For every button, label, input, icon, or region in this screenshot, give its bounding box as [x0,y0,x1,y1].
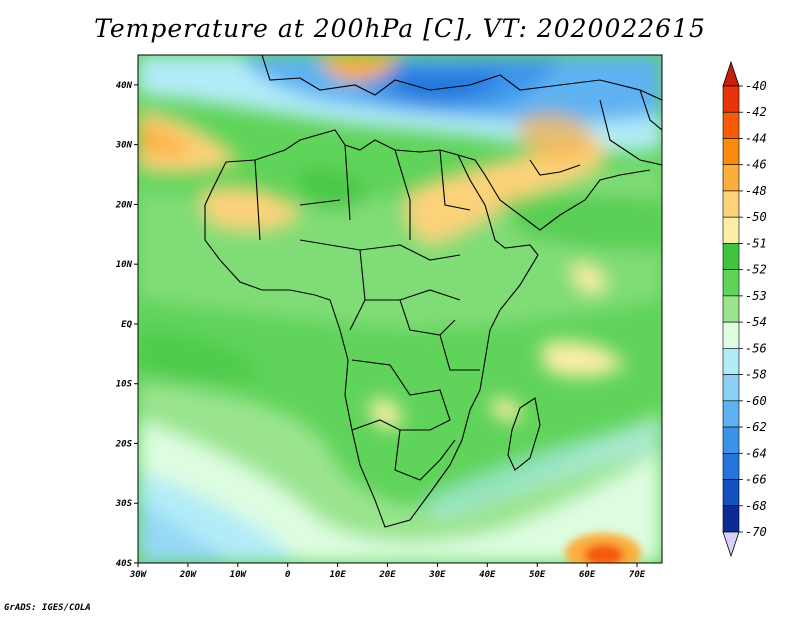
colorbar-label: -58 [745,368,767,382]
colorbar-swatch [722,243,740,270]
colorbar-label: -68 [745,499,767,513]
temperature-field [138,55,662,563]
lon-tick-label: 20W [179,570,198,580]
colorbar-swatch [722,505,740,533]
colorbar-label: -66 [745,473,767,487]
colorbar-label: -40 [745,79,767,93]
longitude-ticks: 30W 20W 10W 0 10E 20E 30E 40E 50E 60E 70E [129,563,646,580]
colorbar-bottom-cap [722,531,740,558]
lat-tick-label: 20S [115,439,133,449]
lon-tick-label: 70E [629,570,646,580]
colorbar-swatch [722,479,740,507]
lon-tick-label: 30W [129,570,148,580]
colorbar-swatch [722,216,740,244]
colorbar-label: -60 [745,394,767,408]
lat-tick-label: EQ [121,320,132,330]
lon-tick-label: 0 [285,570,291,580]
colorbar-swatch [722,85,740,113]
lat-tick-label: 10S [116,380,133,390]
lat-tick-label: 30S [115,499,133,509]
lon-tick-label: 10W [230,570,248,580]
colorbar-swatch [722,190,740,218]
colorbar-swatch [722,400,740,428]
colorbar-swatch [722,426,740,454]
colorbar-label: -64 [745,446,767,460]
colorbar: -40 -42 -44 -46 -48 -50 -51 -52 -53 -54 -56 -58 -60 -… [722,60,767,558]
colorbar-label: -42 [745,105,767,119]
lat-tick-label: 10N [116,260,133,270]
lon-tick-label: 10E [329,570,346,580]
colorbar-label: -62 [745,420,767,434]
colorbar-label: -50 [745,210,767,224]
colorbar-swatch [722,164,740,192]
coastlines [204,55,662,528]
colorbar-label: -48 [745,184,767,198]
credit-label: GrADS: IGES/COLA [4,603,91,613]
lon-tick-label: 40E [479,570,496,580]
colorbar-swatch [722,111,740,139]
colorbar-swatch [722,348,740,375]
colorbar-label: -53 [745,289,767,303]
colorbar-label: -54 [745,315,767,329]
lat-tick-label: 40S [116,559,133,569]
map-title: Temperature at 200hPa [C], VT: 202002261… [94,14,706,43]
colorbar-label: -46 [745,158,767,172]
lon-tick-label: 60E [579,570,596,580]
lat-tick-label: 40N [116,81,133,91]
lat-tick-label: 20N [115,200,133,210]
colorbar-label: -52 [745,263,767,277]
colorbar-top-cap [722,60,740,87]
colorbar-swatch [722,295,740,323]
latitude-ticks: 40N 30N 20N 10N EQ 10S 20S 30S 40S [115,81,138,569]
colorbar-swatch [722,269,740,297]
lon-tick-label: 30E [428,570,446,580]
map-frame [137,54,663,564]
lon-tick-label: 50E [529,570,546,580]
colorbar-swatch [722,321,740,349]
colorbar-label: -70 [745,525,767,539]
colorbar-swatch [722,452,740,480]
colorbar-label: -51 [745,236,767,250]
lat-tick-label: 30N [115,141,133,151]
lon-tick-label: 20E [378,570,396,580]
colorbar-label: -56 [745,341,767,355]
colorbar-label: -44 [745,131,767,145]
colorbar-swatch [722,138,740,166]
colorbar-swatch [722,374,740,402]
